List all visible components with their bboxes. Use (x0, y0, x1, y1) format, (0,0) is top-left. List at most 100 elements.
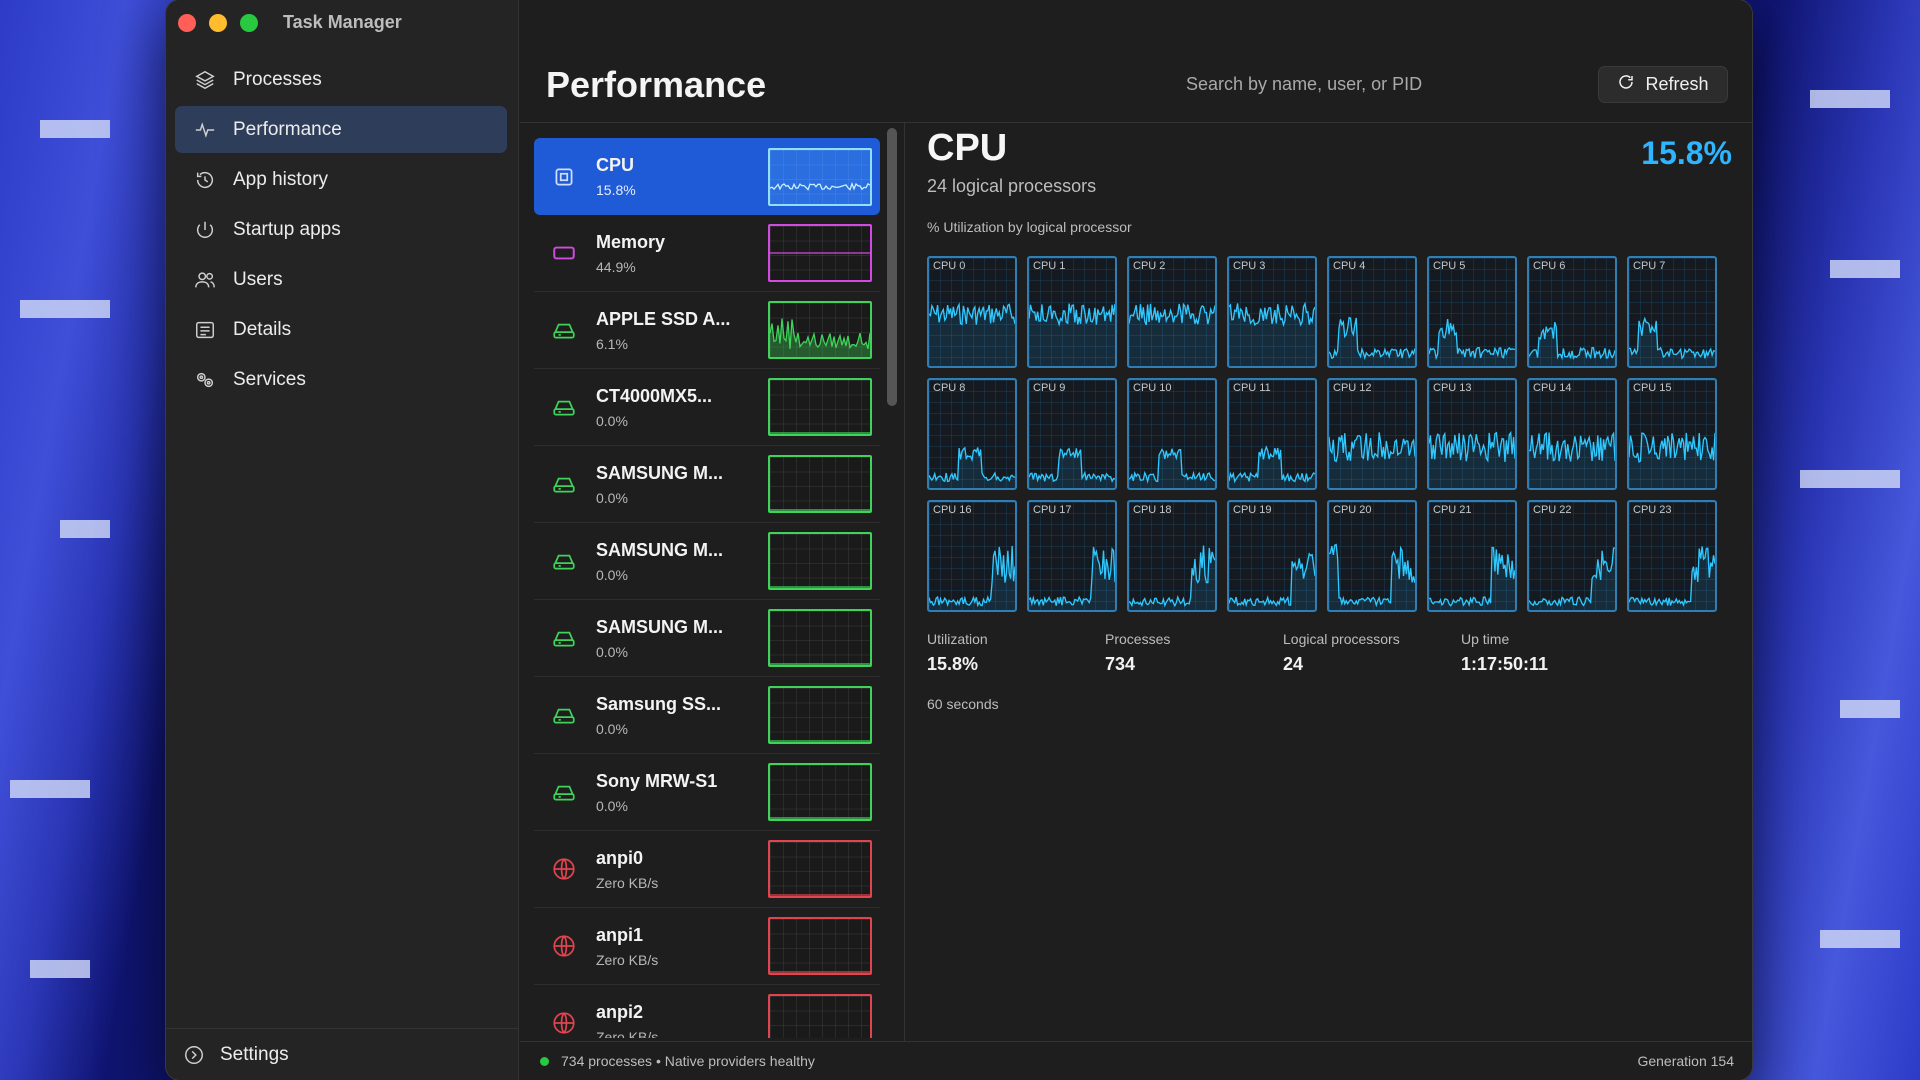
device-item-disk[interactable]: APPLE SSD A... 6.1% (534, 292, 880, 369)
cpu-core-graph: CPU 20 (1327, 500, 1417, 612)
stat-value: 15.8% (927, 654, 979, 674)
cpu-core-label: CPU 22 (1533, 504, 1572, 516)
device-list-scrollbar[interactable] (887, 128, 897, 406)
cpu-core-line (1429, 318, 1515, 366)
window-controls (178, 14, 258, 32)
graph-label: % Utilization by logical processor (927, 219, 1132, 235)
stat-logical-processors: Logical processors 24 (1283, 631, 1461, 675)
cpu-core-label: CPU 12 (1333, 382, 1372, 394)
disk-icon (546, 394, 582, 420)
cpu-core-label: CPU 9 (1033, 382, 1066, 394)
sidebar-item-label: Performance (233, 118, 342, 140)
device-value: 0.0% (596, 720, 628, 737)
sidebar: Task Manager Processes Performance App h… (166, 0, 519, 1080)
sidebar-item-label: Processes (233, 68, 322, 90)
sidebar-item-processes[interactable]: Processes (175, 56, 507, 103)
cpu-core-graph: CPU 9 (1027, 378, 1117, 490)
device-value: 0.0% (596, 566, 628, 583)
sidebar-item-details[interactable]: Details (175, 306, 507, 353)
sidebar-item-label: App history (233, 168, 329, 190)
device-text: anpi0 Zero KB/s (596, 848, 768, 891)
device-value: 6.1% (596, 335, 628, 352)
cpu-core-graph: CPU 21 (1427, 500, 1517, 612)
cpu-core-graph: CPU 2 (1127, 256, 1217, 368)
device-item-disk[interactable]: SAMSUNG M... 0.0% (534, 446, 880, 523)
search-input[interactable] (1174, 66, 1574, 102)
cpu-core-line (1529, 322, 1615, 366)
stat-label: Up time (1461, 631, 1510, 647)
cpu-core-label: CPU 4 (1333, 260, 1366, 272)
cpu-core-graph: CPU 1 (1027, 256, 1117, 368)
cpu-core-label: CPU 7 (1633, 260, 1666, 272)
sidebar-item-app-history[interactable]: App history (175, 156, 507, 203)
device-item-disk[interactable]: CT4000MX5... 0.0% (534, 369, 880, 446)
cpu-core-graph: CPU 13 (1427, 378, 1517, 490)
device-mini-graph (768, 301, 872, 359)
cpu-core-label: CPU 20 (1333, 504, 1372, 516)
cpu-core-label: CPU 5 (1433, 260, 1466, 272)
sidebar-item-label: Startup apps (233, 218, 341, 240)
stat-label: Processes (1105, 631, 1171, 647)
device-item-cpu[interactable]: CPU 15.8% (534, 138, 880, 215)
services-icon (193, 368, 217, 392)
cpu-core-line (1029, 447, 1115, 488)
cpu-core-line (1529, 547, 1615, 610)
device-mini-graph (768, 840, 872, 898)
status-bar: 734 processes • Native providers healthy… (520, 1041, 1752, 1080)
device-text: anpi1 Zero KB/s (596, 925, 768, 968)
device-name: CPU (596, 155, 635, 175)
device-text: SAMSUNG M... 0.0% (596, 463, 768, 506)
device-item-disk[interactable]: Sony MRW-S1 0.0% (534, 754, 880, 831)
sidebar-item-performance[interactable]: Performance (175, 106, 507, 153)
cpu-core-graph: CPU 15 (1627, 378, 1717, 490)
device-value: 0.0% (596, 489, 628, 506)
device-text: anpi2 Zero KB/s (596, 1002, 768, 1039)
stat-utilization: Utilization 15.8% (927, 631, 1105, 675)
cpu-core-graph: CPU 3 (1227, 256, 1317, 368)
disk-icon (546, 471, 582, 497)
cpu-core-line (1229, 301, 1315, 366)
stat-label: Utilization (927, 631, 988, 647)
cpu-core-label: CPU 14 (1533, 382, 1572, 394)
network-icon (546, 1010, 582, 1036)
zoom-button[interactable] (240, 14, 258, 32)
device-mini-graph (768, 763, 872, 821)
pulse-icon (193, 118, 217, 142)
cpu-core-graph: CPU 11 (1227, 378, 1317, 490)
device-item-disk[interactable]: SAMSUNG M... 0.0% (534, 523, 880, 600)
cpu-core-label: CPU 19 (1233, 504, 1272, 516)
users-icon (193, 268, 217, 292)
cpu-core-graph: CPU 23 (1627, 500, 1717, 612)
history-icon (193, 168, 217, 192)
cpu-core-graph: CPU 14 (1527, 378, 1617, 490)
refresh-button[interactable]: Refresh (1598, 66, 1728, 103)
device-name: SAMSUNG M... (596, 616, 724, 637)
device-text: Memory 44.9% (596, 232, 768, 275)
device-mini-graph (768, 224, 872, 282)
cpu-core-grid: CPU 0 CPU 1 CPU 2 CPU 3 CPU 4 CPU 5 CPU 6 CPU 7… (927, 256, 1717, 612)
settings-button[interactable]: Settings (166, 1028, 519, 1080)
close-button[interactable] (178, 14, 196, 32)
stat-up-time: Up time 1:17:50:11 (1461, 631, 1639, 675)
device-value: Zero KB/s (596, 874, 659, 891)
settings-label: Settings (220, 1043, 289, 1065)
page-title: Performance (546, 64, 767, 105)
device-item-network[interactable]: anpi1 Zero KB/s (534, 908, 880, 985)
minimize-button[interactable] (209, 14, 227, 32)
cpu-core-graph: CPU 12 (1327, 378, 1417, 490)
device-item-memory[interactable]: Memory 44.9% (534, 215, 880, 292)
sidebar-item-startup-apps[interactable]: Startup apps (175, 206, 507, 253)
device-item-disk[interactable]: Samsung SS... 0.0% (534, 677, 880, 754)
cpu-core-label: CPU 11 (1233, 382, 1271, 394)
app-title: Task Manager (283, 12, 402, 32)
device-text: CPU 15.8% (596, 155, 768, 198)
device-item-network[interactable]: anpi0 Zero KB/s (534, 831, 880, 908)
status-dot-icon (540, 1056, 549, 1066)
cpu-core-graph: CPU 18 (1127, 500, 1217, 612)
sidebar-item-services[interactable]: Services (175, 356, 507, 403)
device-item-network[interactable]: anpi2 Zero KB/s (534, 985, 880, 1038)
device-name: SAMSUNG M... (596, 462, 724, 483)
device-item-disk[interactable]: SAMSUNG M... 0.0% (534, 600, 880, 677)
sidebar-item-users[interactable]: Users (175, 256, 507, 303)
cpu-core-label: CPU 17 (1033, 504, 1072, 516)
